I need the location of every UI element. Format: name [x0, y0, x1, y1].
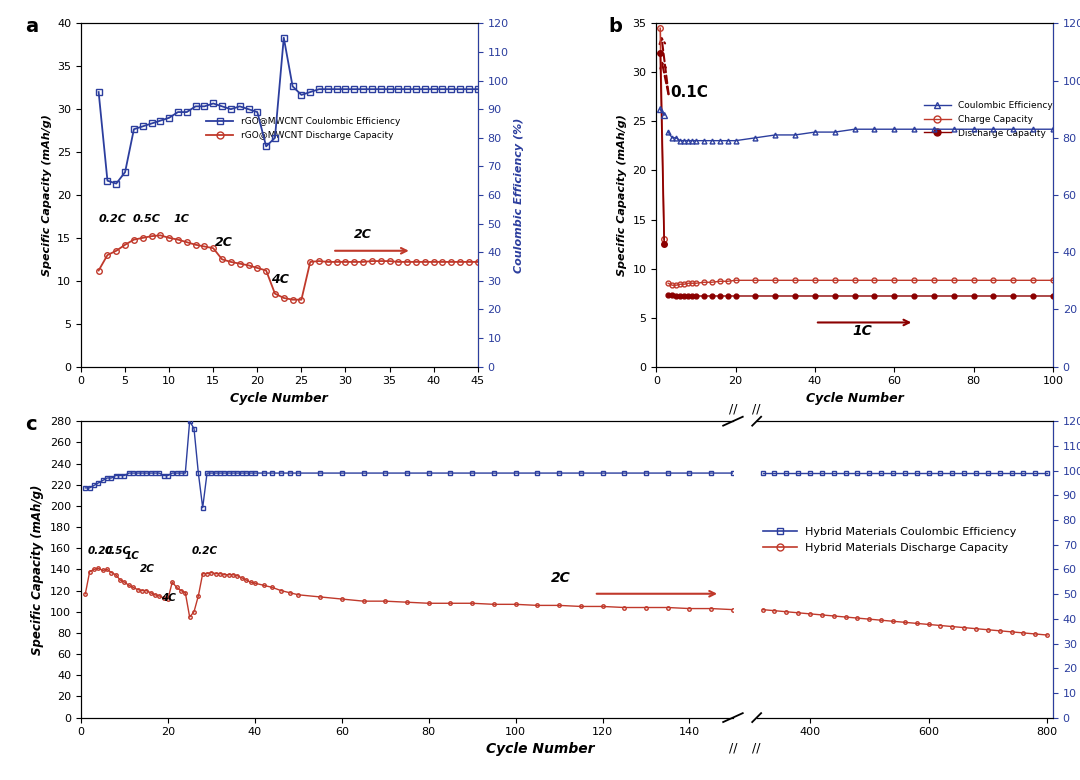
Text: 1C: 1C	[124, 551, 139, 561]
Y-axis label: Specific Capacity (mAh/g): Specific Capacity (mAh/g)	[42, 114, 52, 276]
Text: b: b	[609, 16, 622, 36]
Y-axis label: Specific Capacity (mAh/g): Specific Capacity (mAh/g)	[31, 484, 44, 654]
Text: a: a	[26, 16, 39, 36]
Legend: Coulombic Efficiency, Charge Capacity, Discharge Capacity: Coulombic Efficiency, Charge Capacity, D…	[920, 98, 1056, 141]
Text: 4C: 4C	[161, 593, 176, 603]
Text: //: //	[729, 402, 738, 415]
Text: 2C: 2C	[551, 571, 570, 585]
X-axis label: Cycle Number: Cycle Number	[230, 392, 328, 405]
Text: Cycle Number: Cycle Number	[486, 742, 594, 756]
Y-axis label: Specific Capacity (mAh/g): Specific Capacity (mAh/g)	[617, 114, 626, 276]
Legend: Hybrid Materials Coulombic Efficiency, Hybrid Materials Discharge Capacity: Hybrid Materials Coulombic Efficiency, H…	[759, 523, 1022, 557]
Text: 0.2C: 0.2C	[192, 545, 218, 555]
Text: //: //	[729, 741, 738, 754]
Text: 4C: 4C	[271, 272, 288, 285]
Text: 2C: 2C	[139, 563, 154, 573]
Legend: rGO@MWCNT Coulombic Efficiency, rGO@MWCNT Discharge Capacity: rGO@MWCNT Coulombic Efficiency, rGO@MWCN…	[203, 114, 404, 144]
Y-axis label: Coulombic Efficiency (%): Coulombic Efficiency (%)	[514, 117, 524, 273]
Text: c: c	[26, 415, 37, 434]
Text: 0.5C: 0.5C	[132, 215, 160, 225]
Text: 2C: 2C	[354, 228, 373, 241]
Text: 0.2C: 0.2C	[87, 545, 113, 555]
Text: 1C: 1C	[853, 324, 873, 339]
Text: //: //	[753, 402, 761, 415]
Text: 0.5C: 0.5C	[105, 545, 131, 555]
Text: //: //	[753, 741, 761, 754]
Text: 1C: 1C	[174, 215, 189, 225]
Text: 0.2C: 0.2C	[98, 215, 126, 225]
X-axis label: Cycle Number: Cycle Number	[806, 392, 904, 405]
Text: 0.1C: 0.1C	[671, 85, 708, 100]
Text: 2C: 2C	[215, 236, 233, 250]
